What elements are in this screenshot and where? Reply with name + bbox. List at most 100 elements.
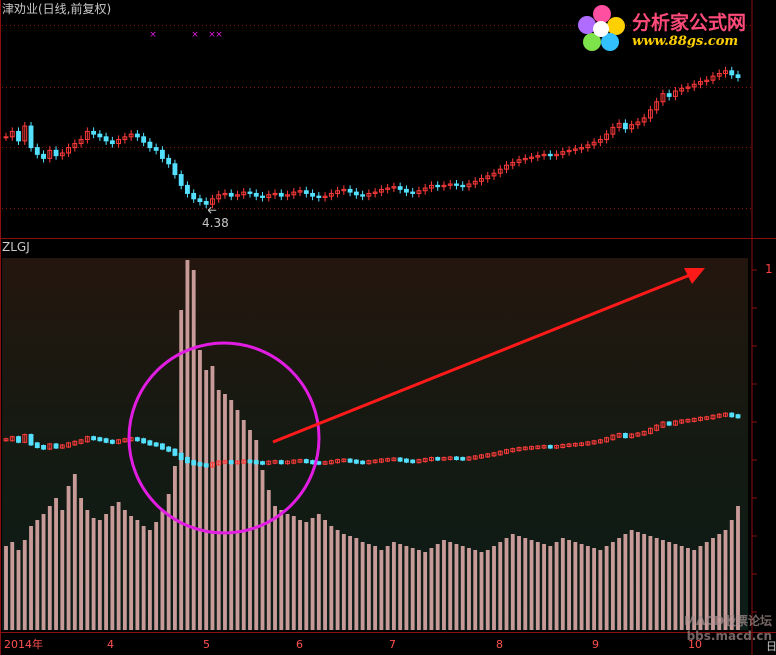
volume-bar [310, 518, 315, 630]
volume-bar [179, 310, 184, 630]
volume-bar [110, 506, 115, 630]
indicator-body [535, 445, 541, 450]
candle-body [366, 192, 372, 197]
volume-bar [35, 520, 40, 630]
watermark-line: bbs.macd.cn [686, 629, 772, 643]
candle-body [235, 194, 240, 197]
volume-bar [661, 540, 665, 630]
indicator-body [222, 460, 228, 464]
indicator-body [716, 413, 722, 418]
volume-bar [79, 498, 83, 630]
candle-body [604, 133, 610, 141]
indicator-body [429, 457, 434, 462]
candle-body [34, 147, 40, 155]
indicator-body [178, 452, 184, 461]
low-arrow-icon [207, 206, 217, 214]
indicator-body [604, 437, 610, 443]
candle-body [385, 187, 391, 190]
indicator-body [191, 460, 197, 466]
indicator-body [91, 436, 97, 441]
indicator-body [241, 459, 247, 464]
indicator-body [666, 421, 672, 426]
candle-body [210, 198, 215, 205]
candle-body [610, 126, 616, 135]
indicator-body [585, 441, 591, 446]
volume-bar [373, 546, 378, 630]
indicator-body [322, 461, 328, 465]
volume-bar [29, 526, 33, 630]
volume-bar [191, 270, 196, 630]
candle-body [673, 90, 678, 97]
low-price-label: 4.38 [202, 216, 229, 230]
candle-body [153, 147, 159, 151]
right-axis-label: 日 [766, 640, 776, 653]
volume-bar [529, 540, 534, 630]
candle-body [285, 194, 290, 197]
candle-body [447, 183, 453, 186]
candle-body [316, 195, 322, 198]
candle-body [660, 93, 666, 103]
volume-bar [623, 534, 628, 630]
candle-body [328, 192, 334, 197]
volume-bar [729, 520, 734, 630]
candle-body [341, 188, 347, 192]
candle-body [253, 192, 259, 197]
indicator-body [729, 412, 735, 418]
indicator-body [572, 442, 578, 447]
candle-body [635, 121, 641, 126]
volume-bar [291, 516, 296, 630]
candle-body [479, 178, 484, 182]
volume-bar [354, 538, 359, 630]
candle-body [272, 192, 278, 196]
volume-bar [579, 544, 584, 630]
indicator-body [328, 460, 334, 465]
volume-bar [523, 538, 528, 630]
axis-top-value: 1 [765, 262, 773, 276]
indicator-body [510, 448, 516, 453]
volume-bar [229, 400, 234, 630]
indicator-body [723, 412, 728, 417]
candle-body [109, 140, 115, 145]
watermark-line: MACD股票论坛 [684, 614, 772, 628]
signal-marker: × [215, 30, 223, 40]
candle-body [579, 147, 585, 150]
indicator-body [654, 424, 660, 431]
indicator-body [347, 458, 353, 463]
candle-body [685, 86, 691, 89]
indicator-body [103, 438, 109, 443]
indicator-body [447, 456, 453, 461]
candle-body [41, 153, 46, 159]
candle-body [216, 194, 222, 200]
indicator-body [497, 450, 503, 456]
volume-bar [442, 540, 446, 630]
indicator-body [391, 457, 397, 462]
volume-bar [410, 548, 415, 630]
candle-body [147, 141, 153, 149]
volume-bar [673, 544, 678, 630]
indicator-body [41, 445, 46, 450]
indicator-body [472, 455, 478, 460]
candle-body [422, 187, 428, 192]
volume-bar [91, 518, 96, 630]
indicator-body [435, 457, 441, 461]
candle-body [710, 75, 716, 81]
arrow-head-icon [684, 268, 705, 284]
indicator-body [560, 443, 566, 449]
volume-bar [54, 498, 58, 630]
candle-body [510, 161, 516, 166]
volume-bar [617, 538, 622, 630]
volume-bar [642, 534, 647, 630]
volume-bar [285, 514, 290, 630]
month-tick: 5 [203, 638, 210, 651]
indicator-body [635, 432, 641, 437]
indicator-body [122, 438, 128, 443]
candle-body [654, 101, 660, 111]
candle-body [178, 174, 184, 186]
volume-bar [585, 546, 590, 630]
volume-bar [429, 548, 434, 630]
candle-body [716, 72, 722, 77]
indicator-body [466, 456, 472, 461]
candle-body [66, 147, 71, 154]
candle-body [698, 81, 703, 85]
indicator-body [291, 459, 297, 464]
